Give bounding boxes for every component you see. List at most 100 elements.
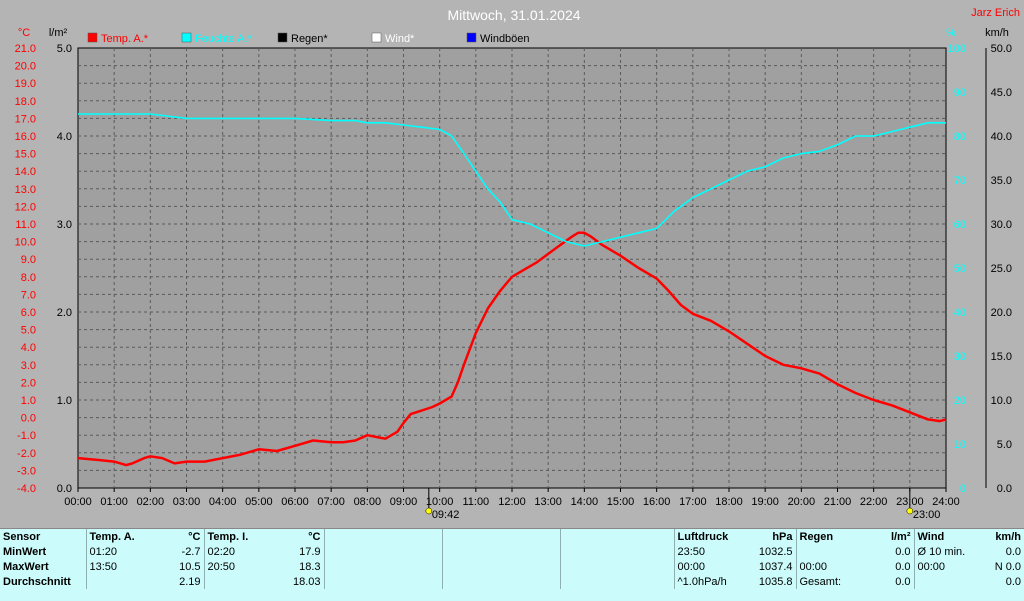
temp-tick-label: -1.0: [17, 430, 36, 442]
weather-chart: Mittwoch, 31.01.2024 Jarz Erich Temp. A.…: [15, 7, 1020, 521]
pressure-header: Luftdruck: [673, 529, 746, 544]
legend-swatch: [277, 32, 288, 43]
axis-unit-labels: °C l/m² % km/h: [18, 27, 1009, 39]
empty-cell: [559, 544, 674, 559]
temp-tick-label: -2.0: [17, 448, 36, 460]
row-label-avg: Durchschnitt: [3, 575, 71, 588]
humidity-line: [78, 113, 946, 247]
temp-tick-label: 7.0: [21, 289, 36, 301]
humidity-tick-label: 70: [954, 175, 966, 187]
row-label-max: MaxWert: [3, 560, 49, 573]
rain-tick-label: 5.0: [57, 43, 72, 55]
temp-unit-label: °C: [18, 27, 30, 39]
rain-total-value: 0.0: [895, 575, 911, 588]
wind-tick-label: 5.0: [997, 439, 1012, 451]
legend-label: Feuchte A.*: [195, 33, 253, 45]
sun-icon: [425, 507, 433, 515]
temp-a-max-value: 10.5: [179, 560, 201, 573]
temperature-line: [77, 231, 947, 467]
humidity-tick-label: 20: [954, 395, 966, 407]
rain-tick-label: 3.0: [57, 219, 72, 231]
wind-tick-label: 40.0: [991, 131, 1012, 143]
humidity-tick-label: 40: [954, 307, 966, 319]
time-tick-label: 14:00: [571, 496, 599, 508]
time-tick-label: 13:00: [534, 496, 562, 508]
wind-header: Wind: [913, 529, 971, 544]
wind-min-value: 0.0: [1005, 545, 1021, 558]
humidity-unit-label: %: [946, 27, 956, 39]
empty-cell: [441, 544, 560, 559]
sun-markers: 09:42 23:00: [425, 488, 941, 521]
humidity-tick-label: 30: [954, 351, 966, 363]
temp-tick-label: -4.0: [17, 483, 36, 495]
time-tick-label: 24:00: [932, 496, 960, 508]
empty-cell: [441, 559, 560, 574]
empty-cell: [323, 574, 442, 589]
legend-swatch: [371, 32, 382, 43]
wind-tick-label: 20.0: [991, 307, 1012, 319]
time-tick-label: 03:00: [173, 496, 201, 508]
temp-tick-label: 12.0: [15, 201, 36, 213]
legend-label: Windböen: [480, 33, 530, 45]
sun-marker-label: 23:00: [913, 509, 941, 521]
time-axis: 00:00 01:00 02:00 03:00 04:00 05:00 06:00 07:00…: [64, 488, 960, 508]
temp-tick-label: 0.0: [21, 413, 36, 425]
temp-tick-label: 14.0: [15, 166, 36, 178]
sensor-header: Sensor: [3, 530, 41, 543]
time-tick-label: 16:00: [643, 496, 671, 508]
wind-max-time: 00:00: [913, 559, 971, 574]
temp-a-avg-value: 2.19: [179, 575, 201, 588]
time-tick-label: 00:00: [64, 496, 92, 508]
legend-swatch: [87, 32, 98, 43]
time-tick-label: 02:00: [137, 496, 165, 508]
temp-tick-label: 13.0: [15, 184, 36, 196]
temp-a-unit: °C: [188, 530, 201, 543]
empty-cell: [559, 529, 674, 544]
temp-tick-label: 16.0: [15, 131, 36, 143]
stats-header-row: Sensor Temp. A. °C Temp. I. °C Luftdruck…: [0, 529, 1024, 544]
wind-avg-time: [913, 574, 971, 589]
temp-a-min-value: -2.7: [181, 545, 201, 558]
stats-min-row: MinWert 01:20 -2.7 02:20 17.9 23:50 1032…: [0, 544, 1024, 559]
wind-tick-label: 45.0: [991, 87, 1012, 99]
rain-tick-label: 0.0: [57, 483, 72, 495]
humidity-tick-label: 90: [954, 87, 966, 99]
rain-tick-label: 2.0: [57, 307, 72, 319]
chart-title: Mittwoch, 31.01.2024: [447, 7, 580, 23]
empty-cell: [441, 529, 560, 544]
time-tick-label: 04:00: [209, 496, 237, 508]
chart-legend: Temp. A.* Feuchte A.* Regen* Wind* Windböen: [87, 32, 530, 45]
time-tick-label: 22:00: [860, 496, 888, 508]
wind-avg-value: 0.0: [1005, 575, 1021, 588]
empty-cell: [559, 574, 674, 589]
temp-tick-label: 5.0: [21, 325, 36, 337]
temp-a-header: Temp. A.: [85, 529, 141, 544]
time-tick-label: 07:00: [317, 496, 345, 508]
pressure-max-value: 1037.4: [758, 560, 793, 573]
pressure-max-time: 00:00: [673, 559, 746, 574]
humidity-tick-label: 60: [954, 219, 966, 231]
legend-swatch: [181, 32, 192, 43]
pressure-avg-value: 1035.8: [758, 575, 793, 588]
rain-min-time: [795, 544, 864, 559]
temp-tick-label: 17.0: [15, 113, 36, 125]
rain-min-value: 0.0: [895, 545, 911, 558]
statistics-table: Sensor Temp. A. °C Temp. I. °C Luftdruck…: [0, 529, 1024, 589]
chart-grid: [77, 47, 947, 489]
wind-min-time: Ø 10 min.: [913, 544, 971, 559]
temp-tick-label: 2.0: [21, 377, 36, 389]
time-tick-label: 11:00: [462, 496, 489, 508]
rain-max-time: 00:00: [795, 559, 864, 574]
legend-label: Temp. A.*: [101, 33, 149, 45]
temp-tick-label: -3.0: [17, 465, 36, 477]
temp-i-max-time: 20:50: [203, 559, 261, 574]
temp-tick-label: 4.0: [21, 342, 36, 354]
pressure-min-time: 23:50: [673, 544, 746, 559]
legend-swatch: [466, 32, 477, 43]
wind-tick-label: 25.0: [991, 263, 1012, 275]
time-tick-label: 10:00: [426, 496, 454, 508]
wind-unit: km/h: [995, 530, 1021, 543]
stats-avg-row: Durchschnitt 2.19 18.03 ^1.0hPa/h 1035.8…: [0, 574, 1024, 589]
humidity-tick-label: 10: [954, 439, 966, 451]
temp-i-avg-value: 18.03: [292, 575, 321, 588]
